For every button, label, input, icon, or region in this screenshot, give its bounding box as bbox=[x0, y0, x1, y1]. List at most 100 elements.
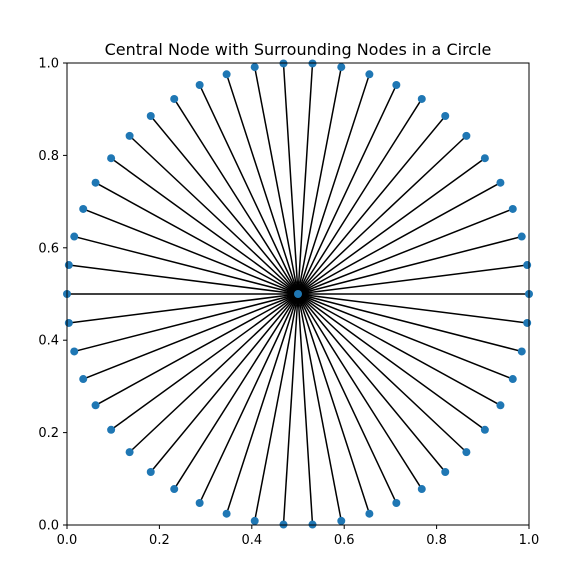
edge-line bbox=[297, 74, 371, 295]
node-point bbox=[222, 509, 231, 518]
node-point bbox=[392, 80, 401, 89]
node-point bbox=[195, 499, 204, 508]
edge-line bbox=[129, 293, 299, 453]
edge-line bbox=[82, 293, 299, 380]
node-point bbox=[523, 261, 532, 270]
node-point bbox=[79, 204, 88, 213]
edge-line bbox=[297, 293, 446, 473]
node-point bbox=[337, 516, 346, 525]
edge-line bbox=[297, 293, 423, 490]
edge-line bbox=[297, 293, 486, 431]
y-tick-label: 0.6 bbox=[38, 241, 59, 256]
edge-line bbox=[297, 293, 314, 525]
node-point bbox=[91, 401, 100, 410]
edge-line bbox=[297, 66, 343, 295]
edge-line bbox=[198, 84, 299, 295]
edge-line bbox=[150, 293, 299, 473]
edge-line bbox=[110, 293, 299, 431]
node-point bbox=[91, 178, 100, 187]
edge-line bbox=[95, 182, 299, 295]
node-point bbox=[195, 80, 204, 89]
node-point bbox=[517, 347, 526, 356]
node-point bbox=[496, 178, 505, 187]
node-point bbox=[480, 425, 489, 434]
edge-line bbox=[225, 74, 299, 295]
node-point bbox=[417, 94, 426, 103]
edge-line bbox=[74, 235, 299, 295]
node-point bbox=[441, 112, 450, 121]
edge-line bbox=[282, 63, 299, 295]
node-point bbox=[462, 448, 471, 457]
edge-line bbox=[297, 264, 528, 295]
node-point bbox=[146, 112, 155, 121]
node-point bbox=[523, 318, 532, 327]
edge-line bbox=[297, 84, 398, 295]
edge-line bbox=[173, 98, 299, 295]
node-point bbox=[70, 232, 79, 241]
edge-line bbox=[297, 293, 343, 522]
edge-line bbox=[68, 264, 299, 295]
edge-line bbox=[297, 293, 528, 324]
node-point bbox=[170, 94, 179, 103]
edge-line bbox=[297, 293, 522, 353]
x-tick-label: 0.8 bbox=[426, 533, 447, 548]
node-point bbox=[417, 485, 426, 494]
node-point bbox=[70, 347, 79, 356]
node-point bbox=[462, 131, 471, 140]
edge-line bbox=[282, 293, 299, 525]
edge-line bbox=[297, 63, 314, 295]
node-point bbox=[392, 499, 401, 508]
edge-line bbox=[297, 293, 398, 504]
node-point bbox=[79, 375, 88, 384]
node-point bbox=[107, 425, 116, 434]
node-point bbox=[64, 318, 73, 327]
node-point bbox=[365, 509, 374, 518]
node-point bbox=[496, 401, 505, 410]
edge-line bbox=[297, 293, 467, 453]
y-tick-label: 0.2 bbox=[38, 426, 59, 441]
edge-line bbox=[110, 157, 299, 295]
edge-line bbox=[150, 115, 299, 295]
edge-line bbox=[297, 208, 514, 295]
edge-line bbox=[253, 66, 299, 295]
y-tick-label: 0.0 bbox=[38, 519, 59, 534]
x-tick-label: 0.4 bbox=[241, 533, 262, 548]
center-node bbox=[294, 290, 302, 298]
node-point bbox=[250, 516, 259, 525]
edge-line bbox=[129, 135, 299, 295]
x-tick-label: 0.6 bbox=[334, 533, 355, 548]
edge-line bbox=[68, 293, 299, 324]
edge-line bbox=[74, 293, 299, 353]
node-point bbox=[480, 154, 489, 163]
edge-line bbox=[297, 157, 486, 295]
plot-frame bbox=[66, 62, 530, 526]
edge-line bbox=[173, 293, 299, 490]
node-point bbox=[508, 375, 517, 384]
edge-line bbox=[297, 182, 501, 295]
node-point bbox=[508, 204, 517, 213]
node-point bbox=[125, 448, 134, 457]
node-point bbox=[107, 154, 116, 163]
edge-line bbox=[297, 293, 371, 514]
node-point bbox=[64, 261, 73, 270]
x-tick-label: 1.0 bbox=[519, 533, 540, 548]
edge-line bbox=[297, 115, 446, 295]
node-point bbox=[146, 467, 155, 476]
x-tick-label: 0.0 bbox=[57, 533, 78, 548]
node-point bbox=[170, 485, 179, 494]
node-point bbox=[365, 70, 374, 79]
edge-line bbox=[198, 293, 299, 504]
edge-line bbox=[297, 135, 467, 295]
y-tick-label: 0.4 bbox=[38, 334, 59, 349]
edge-line bbox=[297, 235, 522, 295]
y-tick-label: 0.8 bbox=[38, 149, 59, 164]
edge-line bbox=[297, 98, 423, 295]
x-tick-label: 0.2 bbox=[149, 533, 170, 548]
edge-line bbox=[297, 293, 501, 406]
node-point bbox=[222, 70, 231, 79]
edge-line bbox=[253, 293, 299, 522]
y-tick-label: 1.0 bbox=[38, 57, 59, 72]
x-axis: 0.0 0.2 0.4 0.6 0.8 1.0 bbox=[57, 525, 540, 548]
node-point bbox=[517, 232, 526, 241]
